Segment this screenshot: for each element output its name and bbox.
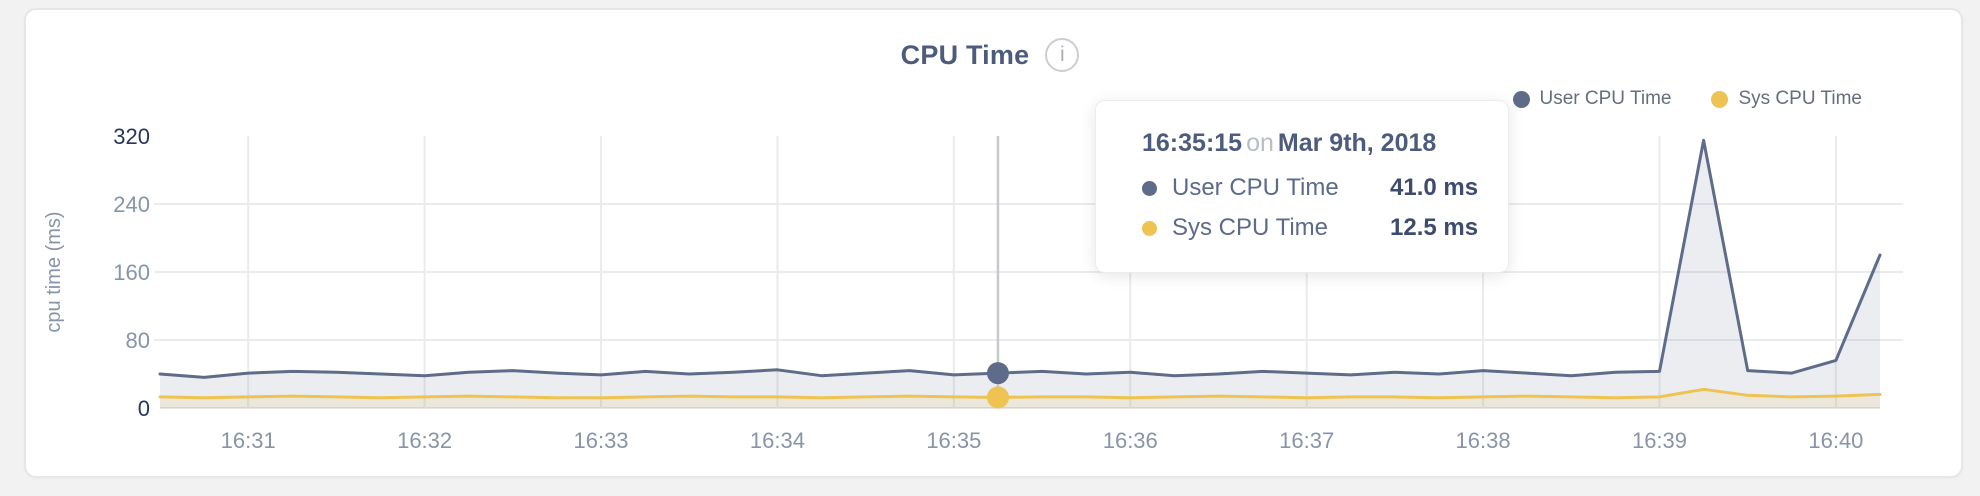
x-tick-label: 16:31 (221, 428, 276, 453)
user-series-dot-icon (1142, 180, 1157, 196)
tooltip-value-sys: 12.5 ms (1390, 214, 1479, 241)
chart-legend: User CPU Time Sys CPU Time (1512, 88, 1862, 110)
x-tick-label: 16:38 (1456, 428, 1511, 453)
x-tick-label: 16:40 (1808, 428, 1863, 453)
chart-tooltip: 16:35:15 on Mar 9th, 2018 User CPU Time 41… (1095, 100, 1509, 273)
legend-item-sys-cpu-time[interactable]: Sys CPU Time (1711, 88, 1862, 110)
sys-series-dot-icon (1142, 220, 1157, 236)
tooltip-row-user: User CPU Time 41.0 ms (1142, 168, 1488, 208)
sys-highlight-dot (986, 386, 1009, 409)
page-title: CPU Time (900, 39, 1030, 70)
tooltip-date: Mar 9th, 2018 (1277, 129, 1437, 157)
legend-item-user-cpu-time[interactable]: User CPU Time (1512, 88, 1672, 110)
sys-cpu-line (158, 387, 1882, 400)
legend-label-sys: Sys CPU Time (1738, 88, 1862, 109)
tooltip-header: 16:35:15 on Mar 9th, 2018 (1142, 129, 1488, 158)
x-tick-label: 16:35 (926, 428, 981, 453)
tooltip-value-user: 41.0 ms (1390, 174, 1479, 201)
y-axis-title: cpu time (ms) (43, 211, 65, 332)
tooltip-row-sys: Sys CPU Time 12.5 ms (1142, 208, 1488, 248)
y-tick-label: 320 (113, 124, 150, 149)
sys-series-dot-icon (1711, 90, 1729, 108)
y-tick-label: 80 (126, 328, 150, 353)
user-cpu-line (158, 138, 1882, 379)
x-tick-label: 16:32 (397, 428, 452, 453)
user-highlight-dot (986, 362, 1009, 385)
x-tick-label: 16:36 (1103, 428, 1158, 453)
tooltip-time: 16:35:15 (1142, 129, 1243, 157)
x-tick-label: 16:33 (573, 428, 628, 453)
x-tick-label: 16:34 (750, 428, 805, 453)
y-tick-label: 160 (113, 260, 150, 285)
title-row: CPU Time i (0, 38, 1980, 72)
tooltip-label-user: User CPU Time (1172, 174, 1339, 201)
tooltip-connector: on (1246, 129, 1274, 157)
y-tick-label: 240 (113, 192, 150, 217)
user-series-dot-icon (1512, 90, 1530, 108)
x-tick-label: 16:37 (1279, 428, 1334, 453)
y-tick-label: 0 (138, 396, 150, 421)
legend-label-user: User CPU Time (1539, 88, 1672, 109)
info-icon[interactable]: i (1045, 38, 1080, 72)
tooltip-label-sys: Sys CPU Time (1172, 214, 1329, 241)
x-tick-label: 16:39 (1632, 428, 1687, 453)
user-cpu-area (160, 140, 1880, 409)
